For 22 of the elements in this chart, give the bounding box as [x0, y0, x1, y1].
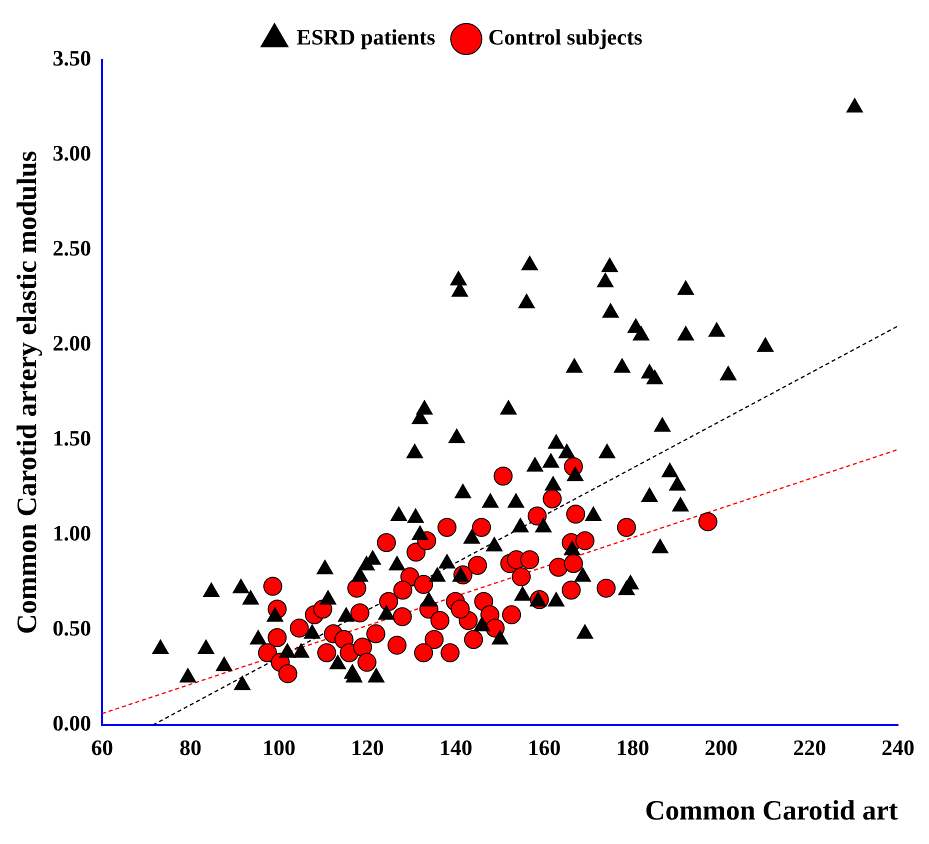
- x-tick-label: 220: [793, 734, 826, 760]
- x-tick-label: 120: [350, 734, 384, 760]
- x-axis-title: Common Carotid art: [644, 795, 899, 826]
- y-tick-label: 1.00: [52, 520, 92, 546]
- y-tick-label: 3.50: [52, 46, 92, 71]
- y-tick-label: 0.50: [52, 616, 92, 641]
- x-tick-label: 160: [528, 734, 561, 760]
- x-tick-label: 200: [704, 734, 738, 760]
- y-tick-label: 1.50: [52, 426, 92, 451]
- y-tick-label: 2.50: [52, 236, 92, 261]
- x-tick-label: 240: [882, 734, 914, 760]
- y-axis-title: Common Carotid artery elastic modulus: [12, 150, 44, 634]
- x-tick-label: 60: [91, 734, 114, 760]
- x-tick-label: 80: [180, 734, 202, 760]
- x-tick-label: 180: [616, 734, 650, 760]
- x-tick-label: 140: [439, 734, 472, 760]
- legend-label: ESRD patients: [296, 24, 436, 50]
- y-tick-label: 0.00: [52, 710, 92, 736]
- y-tick-label: 3.00: [52, 140, 92, 166]
- x-tick-label: 100: [262, 734, 296, 760]
- legend-label: Control subjects: [488, 24, 643, 50]
- y-tick-label: 2.00: [52, 330, 92, 356]
